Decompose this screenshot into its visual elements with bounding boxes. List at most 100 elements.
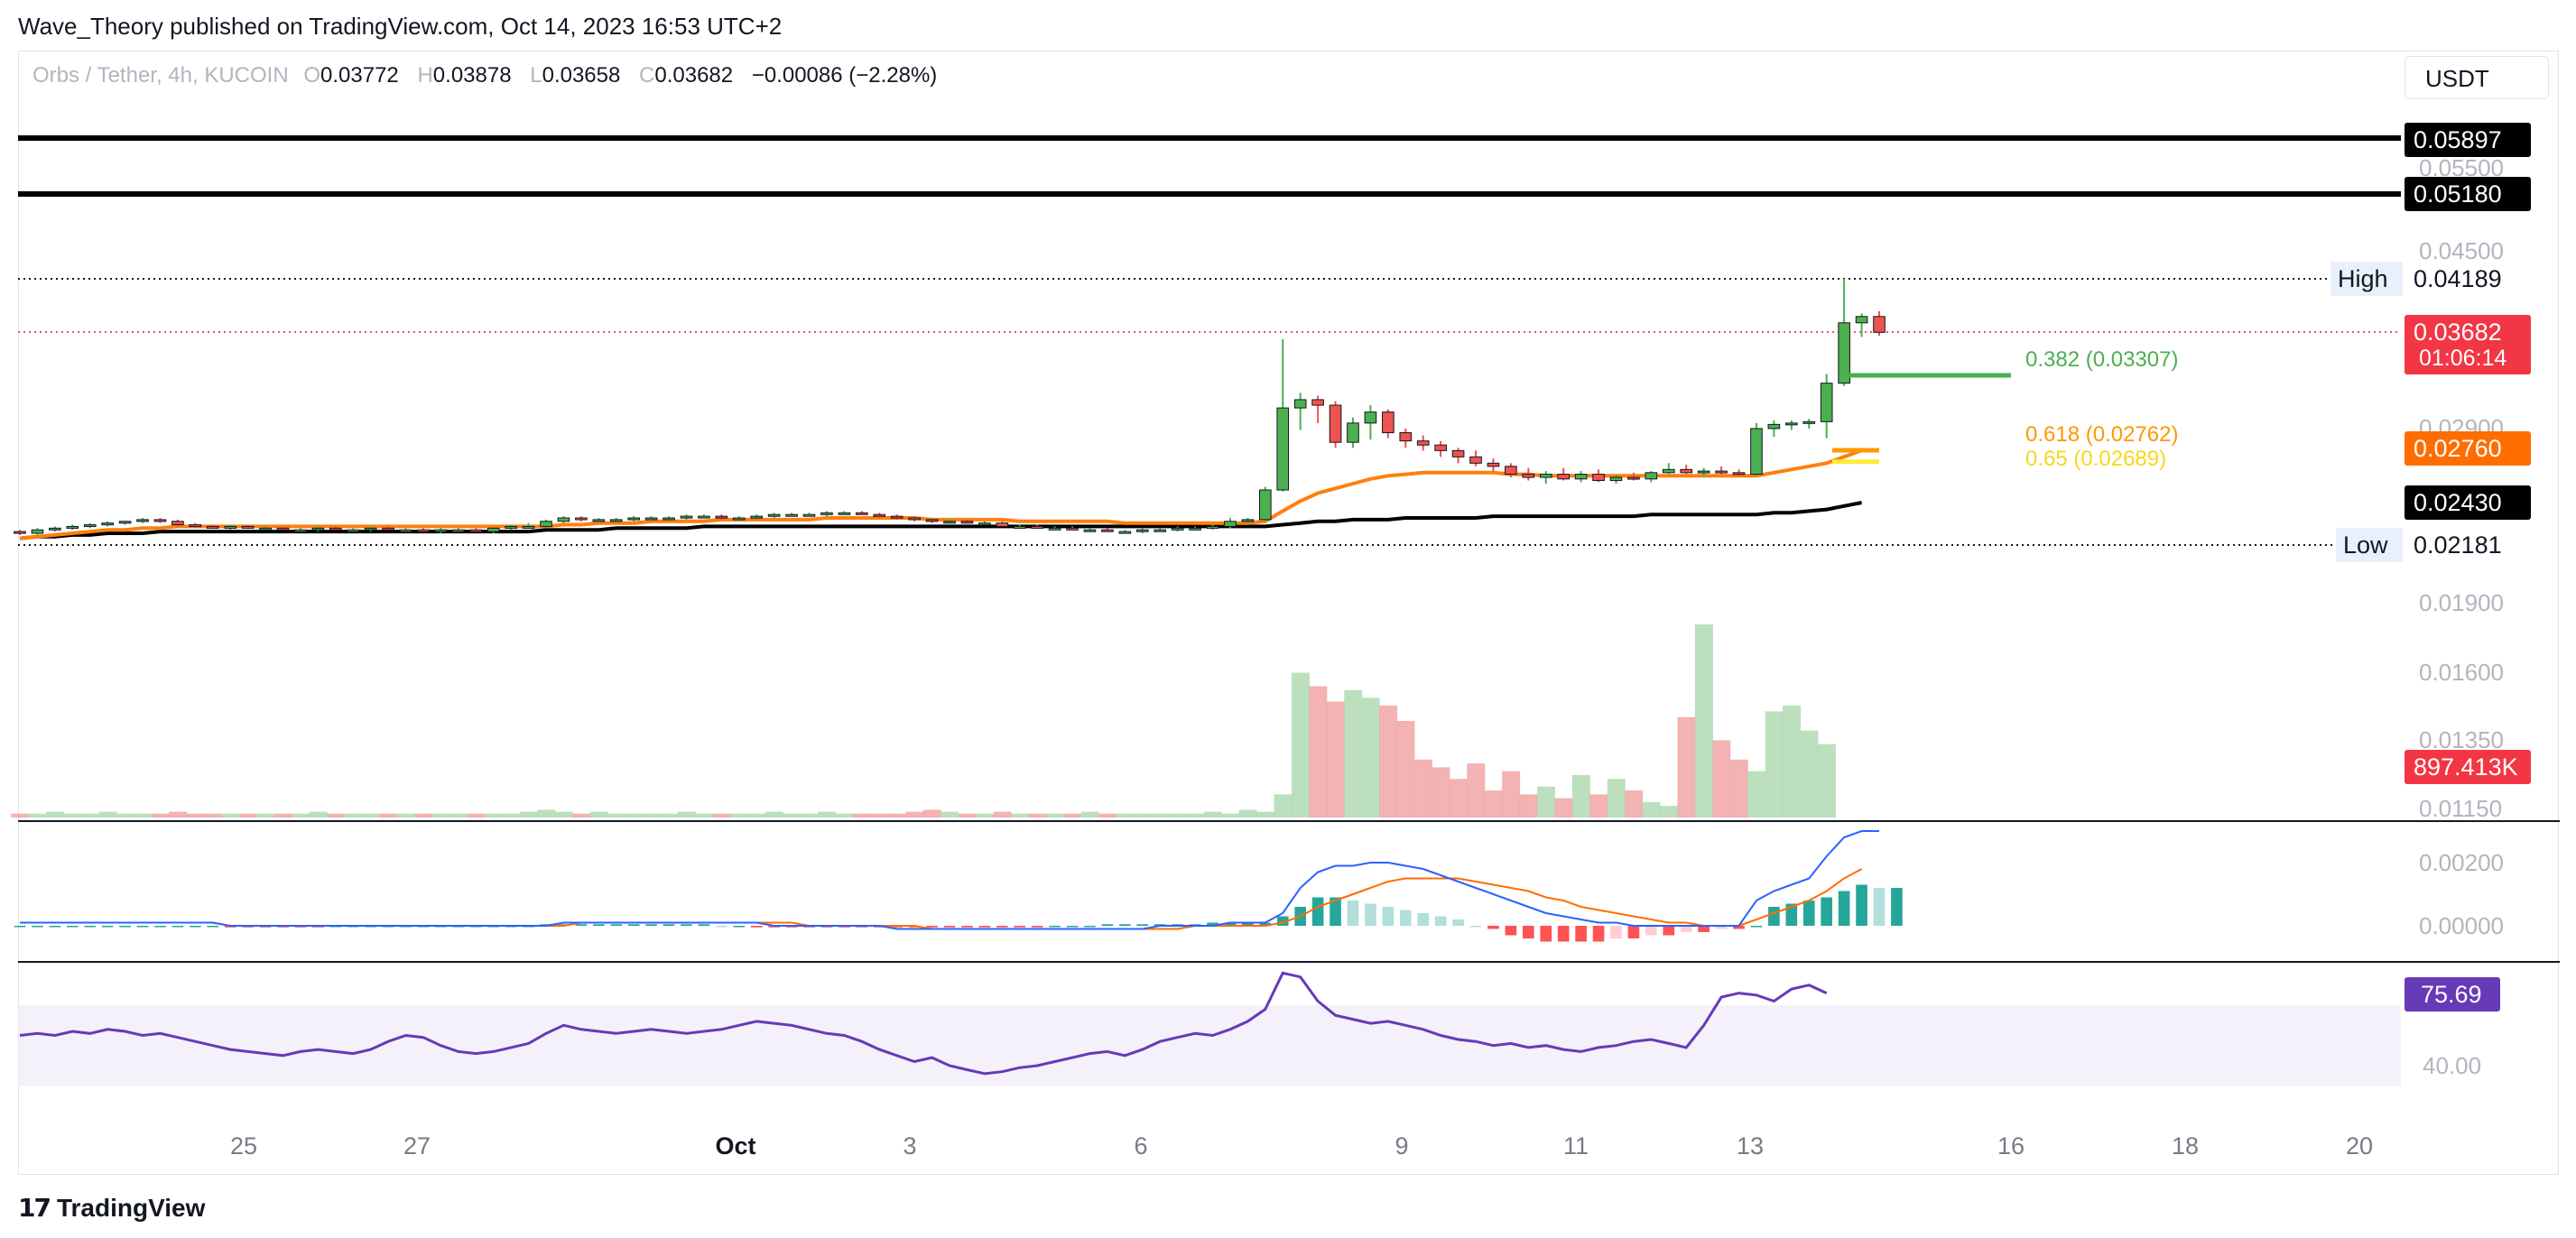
candle-body: [1592, 474, 1605, 482]
currency-button[interactable]: USDT: [2405, 56, 2549, 99]
volume-bar: [800, 813, 819, 818]
macd-histogram-bar: [681, 924, 692, 926]
volume-bar: [958, 813, 977, 818]
candle-body: [1171, 527, 1184, 531]
candle-body: [943, 521, 956, 524]
candle-body: [1750, 428, 1763, 476]
candle: [1118, 530, 1132, 534]
volume-bar: [1203, 811, 1222, 818]
volume-bar: [1134, 813, 1152, 818]
macd-histogram-bar: [190, 926, 201, 928]
volume-bar: [11, 813, 30, 818]
candle: [1416, 435, 1430, 451]
horizontal-levels: [18, 135, 2401, 546]
high-key: H: [417, 63, 433, 88]
candle: [101, 521, 114, 527]
price-tick-label: 0.04500: [2419, 237, 2504, 264]
macd-histogram-bar: [1417, 913, 1430, 926]
candle-body: [505, 525, 517, 529]
candle-body: [522, 525, 535, 529]
macd-histogram-bar: [1014, 926, 1026, 928]
candle: [838, 511, 851, 515]
candle: [1767, 420, 1781, 438]
rsi-band: [18, 1005, 2401, 1086]
candle-body: [1732, 472, 1746, 476]
candle-body: [1416, 440, 1430, 446]
candle: [505, 524, 517, 531]
volume-bar: [309, 811, 328, 818]
macd-histogram-bar: [1663, 926, 1675, 936]
volume-bar: [256, 813, 275, 818]
candle: [1855, 313, 1868, 337]
fib-label-0.382: 0.382 (0.03307): [2025, 347, 2178, 372]
volume-bar: [431, 813, 450, 818]
macd-histogram-bar: [171, 926, 184, 928]
tradingview-brand[interactable]: 𝟭𝟳 TradingView: [18, 1193, 205, 1223]
high-value: 0.03878: [432, 63, 512, 88]
candle-body: [1224, 521, 1237, 527]
candle: [417, 528, 430, 532]
candle-body: [1451, 449, 1465, 457]
volume-bar: [1642, 801, 1661, 818]
candle-body: [1083, 529, 1097, 532]
macd-histogram-bar: [1821, 897, 1833, 926]
candle: [522, 522, 535, 529]
candle-body: [609, 519, 623, 522]
price-tag-label: 0.02760: [2414, 435, 2502, 462]
candle: [996, 521, 1009, 527]
macd-histogram-bar: [1575, 926, 1587, 942]
rsi-tag-label: 75.69: [2421, 981, 2482, 1008]
candle: [1469, 450, 1482, 467]
volume-bar: [1344, 689, 1363, 818]
candle-body: [1241, 519, 1255, 522]
price-tag-box: [2405, 177, 2531, 211]
volume-bar: [1168, 813, 1187, 818]
candle-body: [785, 513, 798, 517]
candle-body: [978, 522, 991, 526]
candle-body: [1382, 411, 1395, 434]
volume-bar: [554, 811, 573, 818]
volume-bar: [134, 813, 153, 818]
candle: [1293, 393, 1307, 430]
volume-bar: [204, 813, 222, 818]
candle: [856, 511, 868, 515]
candle: [486, 527, 500, 533]
volume-bar: [1045, 813, 1064, 818]
volume-bar: [1274, 794, 1293, 818]
candle-body: [1873, 316, 1886, 333]
candle-body: [31, 529, 44, 534]
candle: [1241, 517, 1255, 523]
candle: [698, 514, 710, 519]
candle-body: [1399, 432, 1413, 442]
candle-body: [1609, 476, 1623, 482]
macd-histogram-bar: [575, 924, 588, 926]
price-tag-label: 0.05180: [2414, 180, 2502, 208]
candle-body: [1189, 527, 1201, 531]
candle: [1135, 528, 1149, 533]
volume-bar: [238, 813, 257, 818]
volume-bar: [28, 813, 47, 818]
candle-body: [592, 519, 606, 522]
candle: [802, 513, 816, 517]
candle-body: [259, 527, 272, 531]
time-tick-label: Oct: [715, 1132, 755, 1159]
candle-body: [873, 513, 886, 517]
candle: [978, 521, 991, 526]
macd-histogram-bar: [1557, 926, 1570, 942]
change-value: −0.00086 (−2.28%): [751, 63, 938, 88]
candle-body: [66, 525, 79, 529]
candle: [1662, 463, 1675, 475]
macd-histogram-bar: [1487, 926, 1499, 929]
candle-body: [1101, 529, 1114, 532]
candle-body: [925, 519, 939, 522]
candle-body: [575, 517, 588, 521]
volume-bar: [712, 813, 731, 818]
candle-body: [1855, 316, 1868, 324]
volume-bar: [1817, 744, 1836, 818]
macd-histogram-bar: [698, 924, 710, 926]
macd-histogram-bar: [66, 926, 79, 928]
candle: [820, 511, 833, 517]
candle-body: [399, 529, 412, 532]
volume-bar: [519, 811, 538, 818]
